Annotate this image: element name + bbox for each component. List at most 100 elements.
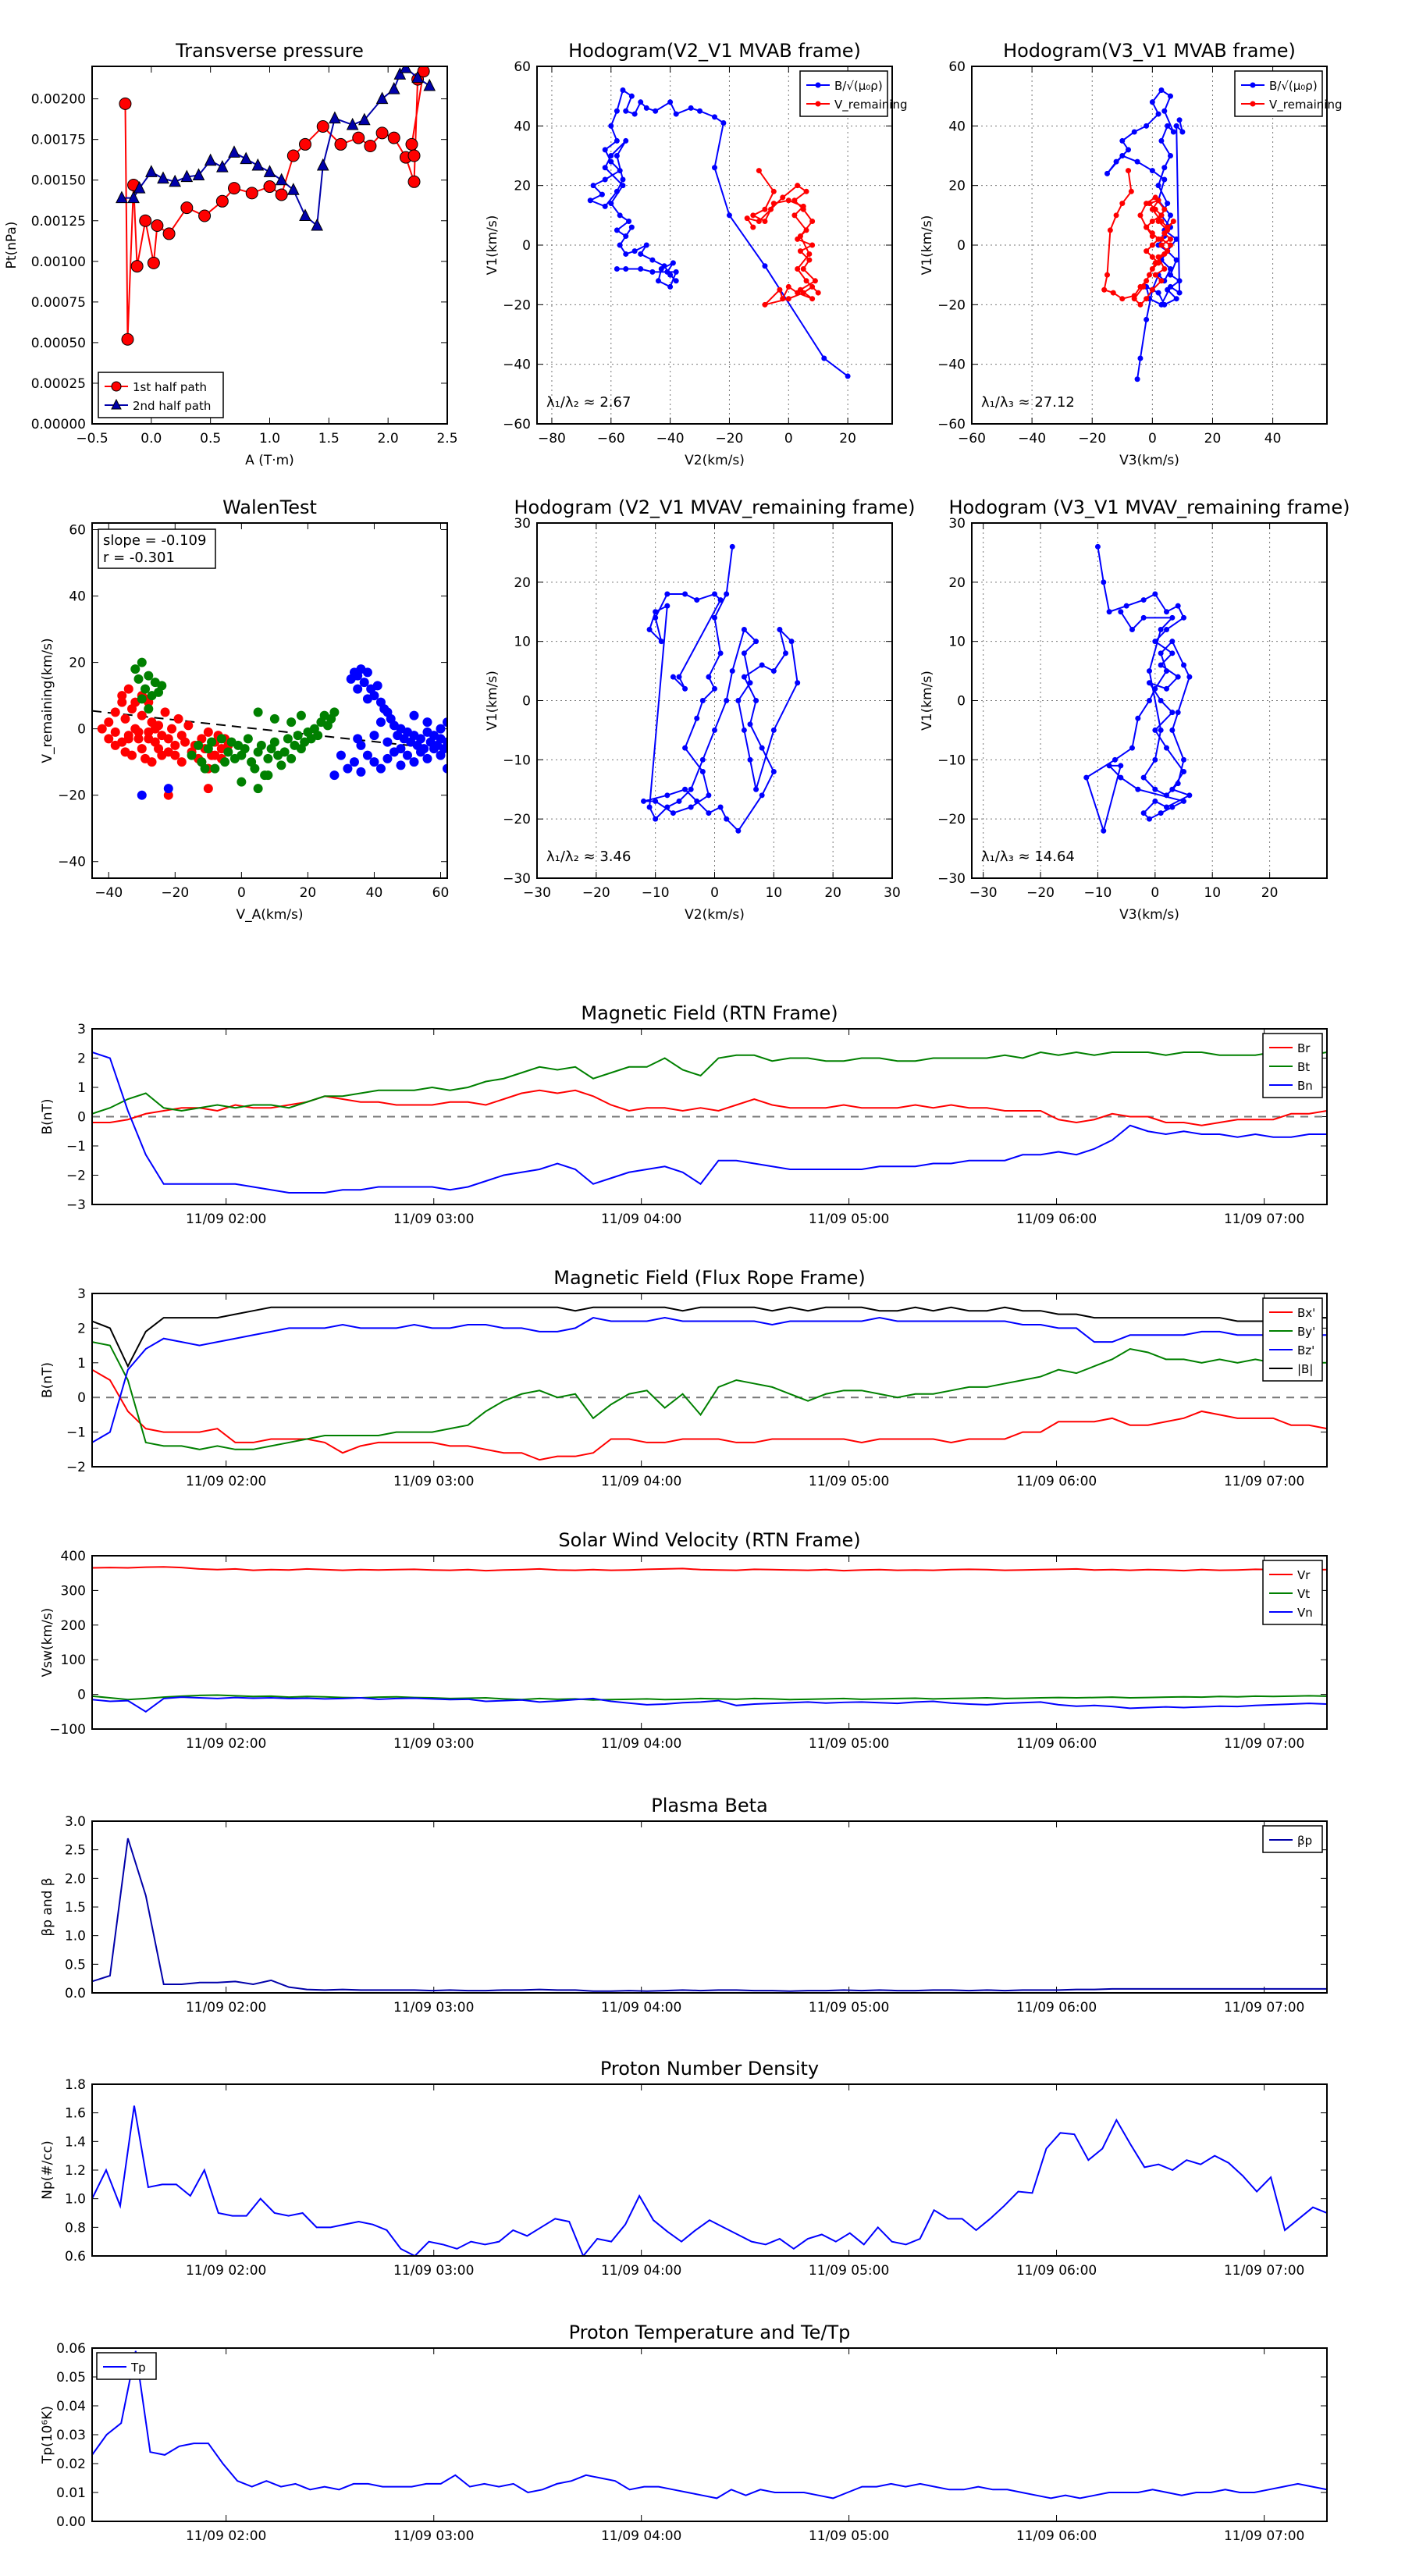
data-point [1161, 108, 1168, 114]
y-tick-label: 0 [522, 238, 531, 254]
data-point [608, 153, 614, 158]
data-point [163, 790, 173, 800]
data-point [670, 674, 676, 680]
y-tick-label: 1.0 [65, 2192, 86, 2208]
x-tick-label: −20 [1026, 885, 1055, 901]
data-point [104, 734, 114, 744]
data-point [809, 283, 816, 290]
x-tick-label: 11/09 02:00 [186, 2000, 266, 2016]
data-point [780, 194, 786, 201]
plot-area [116, 66, 436, 346]
y-tick-label: 20 [514, 179, 531, 194]
data-point [756, 218, 762, 224]
data-point [1161, 165, 1168, 171]
y-tick-label: 20 [514, 575, 531, 591]
data-point [250, 763, 260, 774]
series-line-βp [92, 1838, 1327, 1992]
legend-label: Bn [1297, 1079, 1313, 1093]
data-point [706, 792, 712, 799]
data-point [1119, 153, 1126, 158]
data-point [617, 212, 623, 219]
data-point [1101, 286, 1108, 293]
data-point [279, 747, 290, 757]
data-point [1113, 158, 1119, 165]
data-point [180, 737, 190, 747]
data-point [753, 639, 759, 645]
legend-label: |B| [1297, 1362, 1313, 1376]
series-line-By' [92, 1341, 1327, 1450]
x-axis-label: V2(km/s) [685, 453, 745, 468]
plot-frame [91, 1028, 1328, 1205]
legend-label: Vr [1297, 1568, 1311, 1582]
chart-0: Transverse pressure −0.5 0.0 0.5 1.0 1.5 2.0 2.… [4, 40, 458, 468]
data-point [436, 750, 446, 760]
x-tick-label: 11/09 03:00 [393, 2263, 474, 2279]
data-point [216, 734, 226, 744]
x-tick-label: 11/09 07:00 [1224, 2000, 1304, 2016]
data-point [1161, 266, 1168, 272]
data-point [409, 757, 419, 767]
data-point [311, 218, 323, 231]
data-point [243, 734, 253, 744]
data-point [614, 108, 620, 114]
data-point [329, 707, 340, 717]
data-point [747, 756, 753, 763]
annotation-line: r = -0.301 [103, 550, 175, 566]
x-tick-label: 11/09 07:00 [1224, 1474, 1304, 1489]
data-point [694, 715, 700, 721]
data-point [1170, 218, 1176, 224]
y-tick-label: 0.00200 [31, 92, 86, 108]
data-point [349, 757, 359, 767]
x-tick-label: 11/09 03:00 [393, 1212, 474, 1227]
y-axis-label: Np(#/cc) [40, 2140, 55, 2199]
x-tick-label: 11/09 04:00 [601, 2263, 681, 2279]
data-point [144, 671, 154, 681]
chart-title: Hodogram (V3_V1 MVAV_remaining frame) [948, 496, 1350, 518]
y-tick-label: 1.0 [65, 1929, 86, 1944]
data-point [1144, 201, 1150, 207]
data-point [783, 650, 788, 656]
y-tick-label: 0.5 [65, 1957, 86, 1973]
data-point [806, 257, 813, 263]
chart-title: Hodogram(V2_V1 MVAB frame) [568, 40, 861, 62]
data-point [750, 224, 756, 230]
data-point [362, 694, 372, 704]
legend-marker [815, 82, 821, 88]
data-point [313, 731, 323, 741]
data-point [631, 111, 638, 117]
chart-10: Proton Number Density 11/09 02:00 11/09 03… [40, 2058, 1328, 2279]
series-line-0 [92, 2105, 1327, 2256]
data-point [664, 792, 670, 799]
annotation-line: slope = -0.109 [103, 532, 206, 549]
data-point [144, 704, 154, 714]
data-point [375, 126, 389, 140]
series-line-Vr [92, 1566, 1327, 1572]
plot-frame [536, 522, 893, 879]
data-point [200, 763, 210, 774]
data-point [1173, 257, 1179, 263]
data-point [812, 278, 818, 284]
ratio-annotation: λ₁/λ₃ ≈ 14.64 [981, 849, 1075, 865]
data-point [253, 784, 263, 794]
data-point [1137, 212, 1144, 219]
y-tick-label: 0.0 [65, 1986, 86, 2001]
data-point [127, 750, 137, 760]
data-point [382, 737, 393, 747]
data-point [724, 698, 730, 703]
data-point [137, 657, 147, 667]
data-point [1167, 93, 1173, 99]
x-tick-label: 20 [1261, 885, 1279, 901]
data-point [623, 137, 629, 144]
data-point [845, 373, 851, 379]
data-point [147, 256, 160, 269]
data-point [228, 145, 240, 158]
data-point [1147, 816, 1152, 822]
data-point [443, 763, 447, 774]
x-tick-label: −80 [538, 431, 566, 447]
data-point [409, 710, 419, 720]
data-point [396, 744, 406, 754]
data-point [676, 674, 682, 680]
data-point [1161, 251, 1168, 257]
data-point [628, 224, 635, 230]
data-point [655, 278, 661, 284]
